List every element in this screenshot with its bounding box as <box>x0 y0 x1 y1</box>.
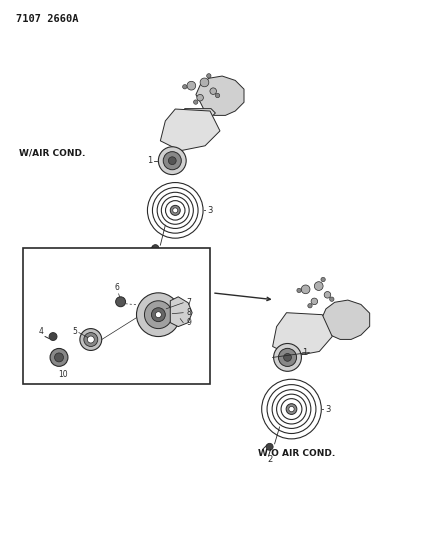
Text: 9: 9 <box>186 318 191 327</box>
Circle shape <box>145 301 172 328</box>
Polygon shape <box>181 109 215 119</box>
Circle shape <box>273 343 301 372</box>
Circle shape <box>207 74 211 78</box>
Text: 1: 1 <box>147 156 152 165</box>
Circle shape <box>137 293 180 336</box>
Circle shape <box>197 94 203 101</box>
Circle shape <box>324 292 331 298</box>
Circle shape <box>116 297 125 306</box>
Circle shape <box>215 93 220 98</box>
Circle shape <box>297 288 301 293</box>
Text: 1: 1 <box>302 348 307 357</box>
Circle shape <box>50 349 68 366</box>
Text: 7: 7 <box>186 298 191 307</box>
Circle shape <box>266 443 273 450</box>
Text: 5: 5 <box>72 327 77 336</box>
Text: 3: 3 <box>207 206 212 215</box>
Circle shape <box>80 328 102 351</box>
Text: 2: 2 <box>267 455 272 464</box>
Circle shape <box>330 297 334 301</box>
Circle shape <box>200 78 209 87</box>
Circle shape <box>158 147 186 175</box>
Circle shape <box>163 152 181 169</box>
Circle shape <box>49 333 57 341</box>
Circle shape <box>183 85 187 89</box>
Text: W/O AIR COND.: W/O AIR COND. <box>258 449 335 458</box>
Circle shape <box>193 100 198 104</box>
Circle shape <box>311 298 318 305</box>
Text: 4: 4 <box>38 327 43 336</box>
Text: 8: 8 <box>186 308 191 317</box>
Circle shape <box>87 336 94 343</box>
Circle shape <box>155 312 161 318</box>
Circle shape <box>321 277 325 282</box>
Text: 2: 2 <box>153 256 158 265</box>
Polygon shape <box>170 297 192 327</box>
Circle shape <box>314 282 323 290</box>
Circle shape <box>289 406 294 412</box>
Circle shape <box>279 349 297 367</box>
Circle shape <box>286 403 297 415</box>
Text: 7107 2660A: 7107 2660A <box>16 14 79 23</box>
Polygon shape <box>196 76 244 115</box>
Bar <box>23 248 210 384</box>
Text: 3: 3 <box>325 405 331 414</box>
Circle shape <box>308 304 312 308</box>
Circle shape <box>84 333 98 346</box>
Circle shape <box>210 88 217 94</box>
Circle shape <box>170 205 180 215</box>
Circle shape <box>187 82 196 90</box>
Circle shape <box>173 208 178 213</box>
Circle shape <box>54 353 63 362</box>
Circle shape <box>284 353 291 361</box>
Circle shape <box>168 157 176 165</box>
Text: 6: 6 <box>114 283 119 292</box>
Polygon shape <box>273 313 332 357</box>
Circle shape <box>301 285 310 294</box>
Circle shape <box>152 245 159 252</box>
Circle shape <box>152 308 165 321</box>
Text: W/AIR COND.: W/AIR COND. <box>19 149 86 158</box>
Polygon shape <box>160 109 220 151</box>
Polygon shape <box>321 300 370 340</box>
Text: 10: 10 <box>58 370 68 379</box>
